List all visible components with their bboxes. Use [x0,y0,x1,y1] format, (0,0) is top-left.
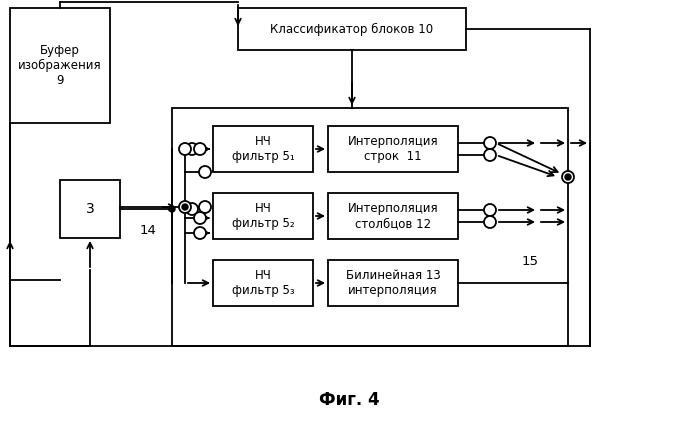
Text: 14: 14 [140,224,157,237]
Text: НЧ
фильтр 5₃: НЧ фильтр 5₃ [231,269,294,297]
Circle shape [484,216,496,228]
Circle shape [565,174,571,180]
Bar [213,193,313,239]
Circle shape [484,149,496,161]
Circle shape [199,166,211,178]
Text: НЧ
фильтр 5₁: НЧ фильтр 5₁ [231,135,294,163]
Circle shape [199,201,211,213]
Bar [10,8,110,123]
Bar [213,260,313,306]
Text: Интерполяция
столбцов 12: Интерполяция столбцов 12 [347,202,438,230]
Bar [213,126,313,172]
Text: 15: 15 [521,255,538,268]
Text: Классификатор блоков 10: Классификатор блоков 10 [271,22,433,35]
Circle shape [186,203,198,215]
Circle shape [484,204,496,216]
Circle shape [169,206,175,212]
Circle shape [194,212,206,224]
Circle shape [484,137,496,149]
Circle shape [179,143,191,155]
Bar [60,180,120,238]
Text: 3: 3 [85,202,94,216]
Circle shape [194,227,206,239]
Text: НЧ
фильтр 5₂: НЧ фильтр 5₂ [231,202,294,230]
Circle shape [179,201,191,213]
Circle shape [562,171,574,183]
Bar [328,193,458,239]
Circle shape [186,143,198,155]
Circle shape [182,204,188,210]
Bar [238,8,466,50]
Text: Интерполяция
строк  11: Интерполяция строк 11 [347,135,438,163]
Text: Билинейная 13
интерполяция: Билинейная 13 интерполяция [345,269,440,297]
Text: Буфер
изображения
9: Буфер изображения 9 [18,44,102,87]
Bar [172,108,568,346]
Circle shape [194,143,206,155]
Bar [328,126,458,172]
Text: Фиг. 4: Фиг. 4 [319,391,380,409]
Bar [328,260,458,306]
